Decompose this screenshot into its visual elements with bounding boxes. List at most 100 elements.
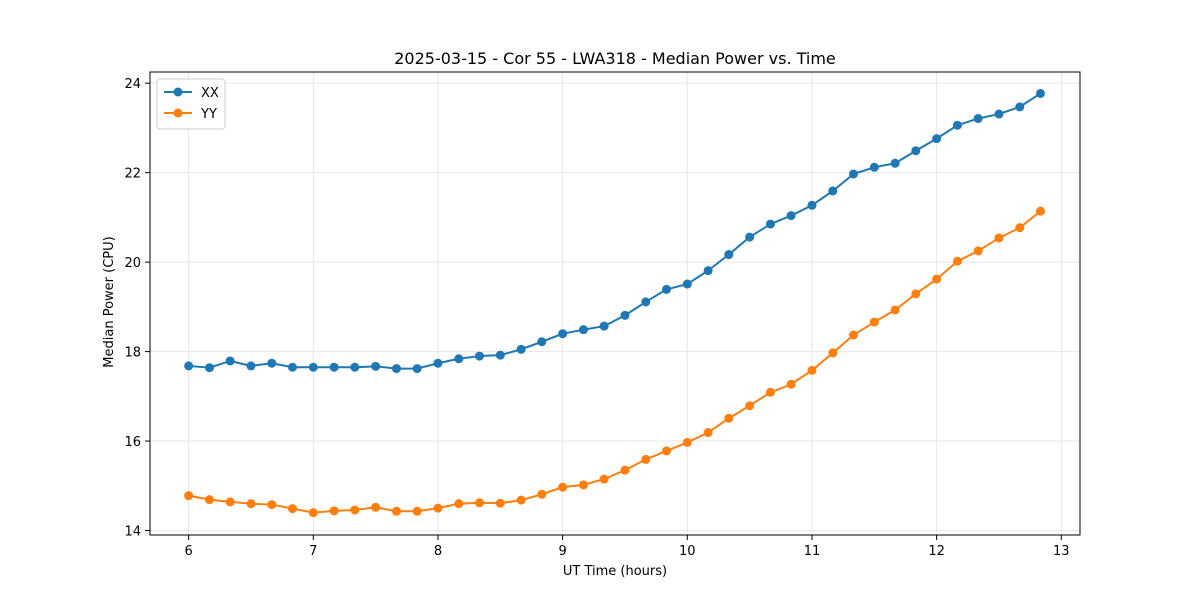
x-tick-label: 6 bbox=[185, 544, 193, 559]
y-tick-label: 18 bbox=[124, 346, 141, 361]
data-point-yy bbox=[246, 499, 256, 509]
data-point-yy bbox=[267, 500, 277, 510]
x-tick-label: 8 bbox=[434, 544, 442, 559]
series-xx bbox=[184, 88, 1045, 374]
data-point-xx bbox=[848, 169, 858, 179]
legend-item-yy: YY bbox=[164, 107, 217, 122]
data-point-yy bbox=[973, 246, 983, 256]
data-point-yy bbox=[952, 256, 962, 266]
data-point-xx bbox=[537, 337, 547, 347]
data-point-xx bbox=[765, 219, 775, 229]
data-point-yy bbox=[329, 506, 339, 516]
data-point-yy bbox=[391, 506, 401, 516]
legend-label-yy: YY bbox=[200, 107, 217, 122]
data-point-yy bbox=[994, 233, 1004, 243]
data-point-yy bbox=[848, 330, 858, 340]
data-point-xx bbox=[973, 114, 983, 124]
x-tick-label: 7 bbox=[309, 544, 317, 559]
data-point-xx bbox=[287, 362, 297, 372]
data-point-yy bbox=[911, 289, 921, 299]
chart-title: 2025-03-15 - Cor 55 - LWA318 - Median Po… bbox=[394, 49, 836, 68]
y-tick-label: 16 bbox=[124, 435, 141, 450]
x-tick-label: 12 bbox=[928, 544, 945, 559]
legend-marker-xx bbox=[173, 87, 183, 97]
data-point-xx bbox=[350, 362, 360, 372]
data-point-xx bbox=[599, 321, 609, 331]
data-point-xx bbox=[184, 361, 194, 371]
series-line-xx bbox=[188, 92, 1042, 370]
data-point-yy bbox=[786, 379, 796, 389]
data-point-yy bbox=[724, 413, 734, 423]
x-tick-label: 11 bbox=[804, 544, 821, 559]
data-point-xx bbox=[474, 351, 484, 361]
y-axis: 14 16 18 20 22 24 bbox=[124, 77, 150, 540]
data-point-xx bbox=[703, 266, 713, 276]
data-point-yy bbox=[932, 274, 942, 284]
data-point-xx bbox=[682, 279, 692, 289]
data-point-xx bbox=[641, 297, 651, 307]
data-point-yy bbox=[641, 454, 651, 464]
data-point-yy bbox=[807, 365, 817, 375]
data-point-yy bbox=[516, 495, 526, 505]
data-point-xx bbox=[786, 211, 796, 221]
data-point-xx bbox=[578, 325, 588, 335]
data-point-xx bbox=[869, 162, 879, 172]
data-point-yy bbox=[869, 317, 879, 327]
data-point-yy bbox=[287, 504, 297, 514]
data-point-yy bbox=[371, 502, 381, 512]
data-point-xx bbox=[371, 361, 381, 371]
x-tick-label: 10 bbox=[679, 544, 696, 559]
data-point-yy bbox=[412, 506, 422, 516]
data-point-xx bbox=[807, 200, 817, 210]
data-point-xx bbox=[454, 354, 464, 364]
y-axis-label: Median Power (CPU) bbox=[102, 236, 117, 367]
data-point-xx bbox=[911, 146, 921, 156]
data-point-yy bbox=[433, 503, 443, 513]
data-point-xx bbox=[495, 350, 505, 360]
gridlines bbox=[150, 72, 1080, 535]
data-point-yy bbox=[620, 465, 630, 475]
legend-item-xx: XX bbox=[164, 86, 219, 101]
x-axis: 6 7 8 9 10 11 12 13 bbox=[185, 535, 1070, 559]
data-point-yy bbox=[204, 495, 214, 505]
data-point-xx bbox=[204, 363, 214, 373]
data-point-yy bbox=[537, 489, 547, 499]
data-point-yy bbox=[703, 428, 713, 438]
data-point-xx bbox=[620, 310, 630, 320]
legend-label-xx: XX bbox=[201, 86, 219, 101]
data-point-xx bbox=[932, 134, 942, 144]
data-point-xx bbox=[308, 362, 318, 372]
data-point-yy bbox=[578, 480, 588, 490]
data-point-yy bbox=[828, 348, 838, 358]
y-tick-label: 24 bbox=[124, 77, 141, 92]
data-point-xx bbox=[516, 344, 526, 354]
data-point-yy bbox=[184, 491, 194, 501]
data-point-xx bbox=[246, 361, 256, 371]
x-tick-label: 9 bbox=[559, 544, 567, 559]
data-point-xx bbox=[745, 232, 755, 242]
data-point-yy bbox=[745, 401, 755, 411]
data-point-yy bbox=[1035, 206, 1045, 216]
y-tick-label: 14 bbox=[124, 525, 141, 540]
y-tick-label: 22 bbox=[124, 167, 141, 182]
x-axis-label: UT Time (hours) bbox=[563, 564, 667, 579]
data-point-yy bbox=[682, 437, 692, 447]
data-point-yy bbox=[1015, 223, 1025, 233]
legend-marker-yy bbox=[173, 108, 183, 118]
data-point-yy bbox=[495, 498, 505, 508]
data-point-xx bbox=[828, 186, 838, 196]
plot-frame bbox=[149, 71, 1081, 536]
legend: XX YY bbox=[156, 78, 226, 130]
x-tick-label: 13 bbox=[1053, 544, 1070, 559]
data-point-xx bbox=[391, 364, 401, 374]
data-point-xx bbox=[1015, 102, 1025, 112]
series-yy bbox=[184, 206, 1045, 518]
data-point-xx bbox=[994, 109, 1004, 119]
data-point-yy bbox=[350, 505, 360, 515]
data-point-xx bbox=[267, 358, 277, 368]
data-point-xx bbox=[433, 358, 443, 368]
data-point-yy bbox=[454, 499, 464, 509]
data-point-yy bbox=[890, 305, 900, 315]
data-point-yy bbox=[599, 474, 609, 484]
